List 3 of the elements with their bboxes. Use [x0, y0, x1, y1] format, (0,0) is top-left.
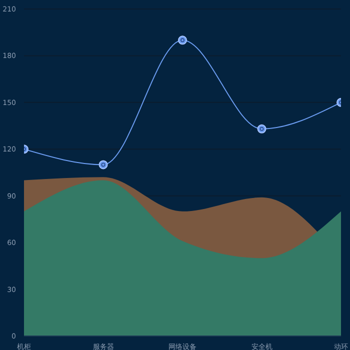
point	[98, 160, 108, 170]
point	[257, 124, 266, 134]
point	[178, 36, 187, 45]
